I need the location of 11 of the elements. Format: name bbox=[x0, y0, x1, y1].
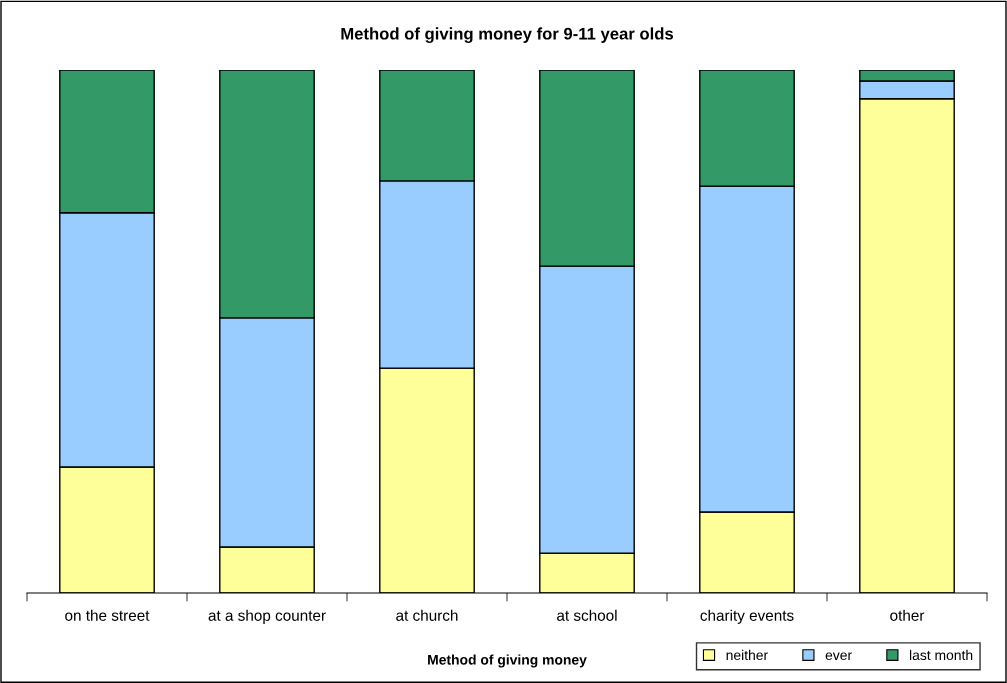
legend-label: neither bbox=[726, 649, 768, 661]
legend-label: ever bbox=[825, 652, 852, 661]
x-tick-label: at school bbox=[557, 609, 617, 621]
chart-title: Method of giving money for 9-11 year olds bbox=[341, 27, 674, 43]
x-tick-label: at a shop counter bbox=[208, 609, 326, 624]
x-axis-title: Method of giving money bbox=[428, 654, 587, 668]
x-tick-label: other bbox=[890, 609, 925, 621]
legend-label: last month bbox=[909, 649, 973, 661]
x-tick-label: charity events bbox=[700, 609, 794, 624]
x-tick-label: on the street bbox=[65, 609, 150, 621]
x-tick-label: at church bbox=[396, 609, 458, 621]
